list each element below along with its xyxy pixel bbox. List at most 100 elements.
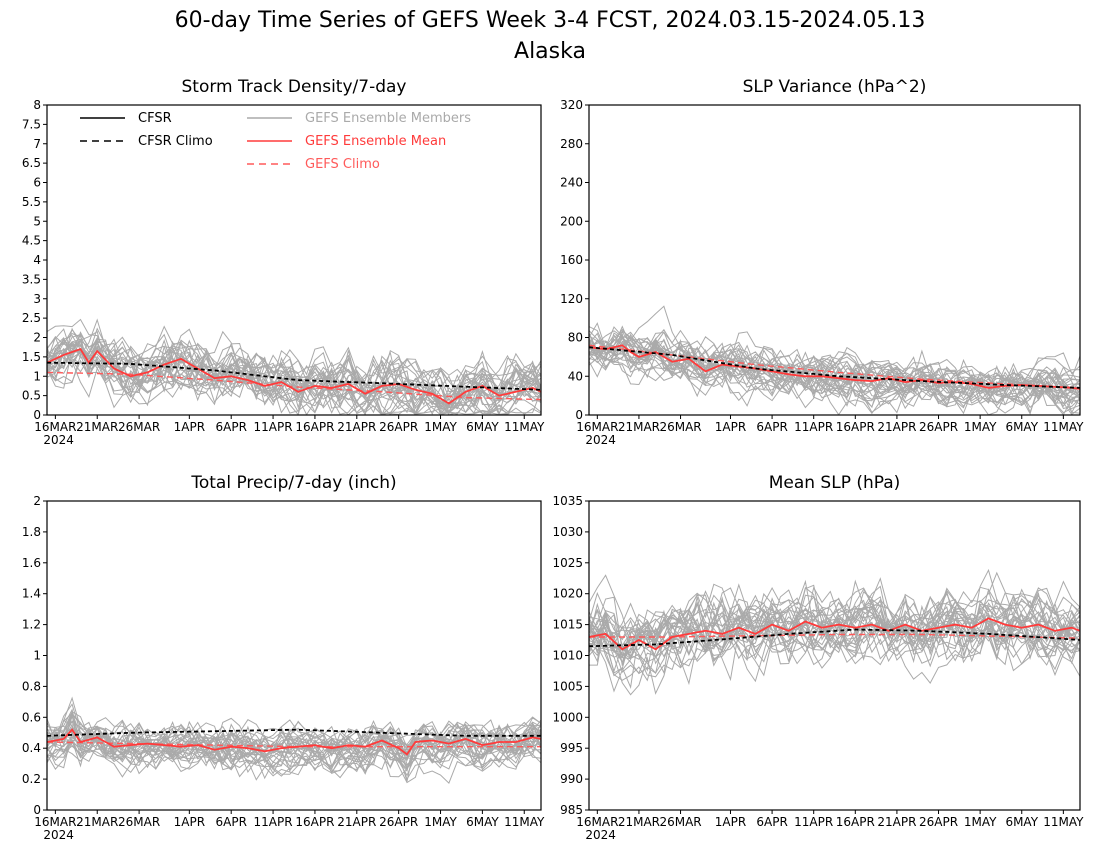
legend-label: GEFS Ensemble Mean	[305, 134, 446, 149]
x-tick-label: 1MAY	[424, 815, 457, 829]
y-tick-label: 990	[560, 772, 583, 786]
y-tick-label: 5	[33, 214, 41, 228]
x-tick-label: 16MAR	[34, 420, 76, 434]
x-tick-label: 21MAR	[618, 815, 660, 829]
y-tick-label: 240	[560, 176, 583, 190]
y-tick-label: 6.5	[22, 156, 41, 170]
x-tick-label: 21APR	[337, 420, 376, 434]
ensemble-member-line	[589, 579, 1080, 664]
x-tick-label: 1MAY	[424, 420, 457, 434]
ensemble-member-line	[47, 711, 541, 764]
x-year-label: 2024	[43, 828, 74, 842]
x-tick-label: 21APR	[877, 420, 916, 434]
x-tick-label: 6APR	[215, 815, 246, 829]
x-tick-label: 11MAY	[504, 420, 545, 434]
legend-label: GEFS Climo	[305, 157, 380, 172]
y-tick-label: 1.4	[22, 587, 41, 601]
ensemble-member-line	[589, 598, 1080, 672]
y-tick-label: 0.6	[22, 710, 41, 724]
y-tick-label: 5.5	[22, 195, 41, 209]
plot-frame	[46, 500, 542, 811]
y-tick-label: 2.5	[22, 311, 41, 325]
y-tick-label: 1.6	[22, 556, 41, 570]
x-tick-label: 11MAY	[1043, 420, 1084, 434]
ensemble-member-line	[47, 328, 541, 413]
y-tick-label: 0.2	[22, 772, 41, 786]
panel-title: SLP Variance (hPa^2)	[743, 77, 927, 97]
ensemble-mean-line	[47, 348, 541, 405]
ensemble-member-line	[47, 719, 541, 764]
y-tick-label: 2	[33, 494, 41, 508]
cfsr-climo-line	[47, 361, 541, 391]
x-tick-label: 26APR	[919, 815, 958, 829]
x-tick-label: 21MAR	[618, 420, 660, 434]
x-tick-label: 6MAY	[466, 420, 499, 434]
ensemble-member-line	[47, 725, 541, 782]
plot-area	[47, 318, 541, 415]
y-tick-label: 1030	[552, 525, 583, 539]
x-tick-label: 6APR	[756, 420, 787, 434]
cfsr-climo-line	[47, 728, 541, 737]
ensemble-member-line	[47, 338, 541, 414]
x-tick-label: 21MAR	[76, 815, 118, 829]
x-tick-label: 1APR	[715, 420, 746, 434]
ensemble-member-line	[589, 590, 1080, 662]
x-tick-label: 26MAR	[659, 420, 701, 434]
y-tick-label: 3	[33, 292, 41, 306]
x-tick-label: 1APR	[715, 815, 746, 829]
panel-total-precip: Total Precip/7-day (inch)00.20.40.60.811…	[22, 473, 545, 842]
y-tick-label: 4.5	[22, 234, 41, 248]
y-tick-label: 1	[33, 649, 41, 663]
legend-label: CFSR	[138, 111, 172, 126]
ensemble-member-line	[589, 341, 1080, 414]
plot-area	[589, 305, 1080, 415]
x-tick-label: 21APR	[877, 815, 916, 829]
x-tick-label: 11APR	[254, 815, 293, 829]
panel-slp-variance: SLP Variance (hPa^2) 0 40 80 120 160 200 240 280…	[560, 77, 1084, 447]
x-tick-label: 16MAR	[34, 815, 76, 829]
ensemble-member-line	[47, 720, 541, 772]
figure-title: 60-day Time Series of GEFS Week 3-4 FCST…	[175, 8, 926, 33]
x-tick-label: 11MAY	[1043, 815, 1084, 829]
panel-title: Total Precip/7-day (inch)	[190, 473, 396, 493]
x-year-label: 2024	[585, 433, 616, 447]
ensemble-member-line	[589, 337, 1080, 413]
x-tick-label: 16APR	[836, 420, 875, 434]
y-tick-label: 6	[33, 176, 41, 190]
y-tick-label: 1.5	[22, 350, 41, 364]
ensemble-member-line	[589, 579, 1080, 673]
y-tick-label: 80	[568, 331, 583, 345]
x-tick-label: 6MAY	[1005, 815, 1038, 829]
y-tick-label: 985	[560, 803, 583, 817]
ensemble-member-line	[589, 344, 1080, 415]
plot-area	[47, 696, 541, 784]
gefs-climo-line	[47, 741, 541, 748]
panel-title: Mean SLP (hPa)	[769, 473, 901, 493]
plot-area	[589, 568, 1080, 696]
gefs-climo-line	[589, 344, 1080, 389]
y-tick-label: 1020	[552, 587, 583, 601]
x-tick-label: 26MAR	[118, 420, 160, 434]
y-tick-label: 2	[33, 331, 41, 345]
y-tick-label: 7.5	[22, 117, 41, 131]
ensemble-mean-line	[589, 617, 1080, 651]
x-year-label: 2024	[585, 828, 616, 842]
legend: CFSR CFSR Climo GEFS Ensemble Members GEFS …	[80, 111, 471, 172]
y-tick-label: 0.4	[22, 741, 41, 755]
ensemble-member-line	[589, 339, 1080, 400]
cfsr-climo-line	[589, 628, 1080, 648]
ensemble-member-line	[47, 345, 541, 415]
y-tick-label: 0.8	[22, 679, 41, 693]
y-tick-label: 0	[33, 408, 41, 422]
x-tick-label: 26APR	[919, 420, 958, 434]
x-year-label: 2024	[43, 433, 74, 447]
ensemble-member-line	[589, 607, 1080, 678]
y-tick-label: 1	[33, 369, 41, 383]
ensemble-member-line	[47, 733, 541, 784]
cfsr-climo-line	[589, 346, 1080, 389]
y-tick-label: 1025	[552, 556, 583, 570]
y-tick-label: 200	[560, 214, 583, 228]
x-tick-label: 6APR	[756, 815, 787, 829]
y-tick-label: 0	[33, 803, 41, 817]
y-tick-label: 8	[33, 98, 41, 112]
